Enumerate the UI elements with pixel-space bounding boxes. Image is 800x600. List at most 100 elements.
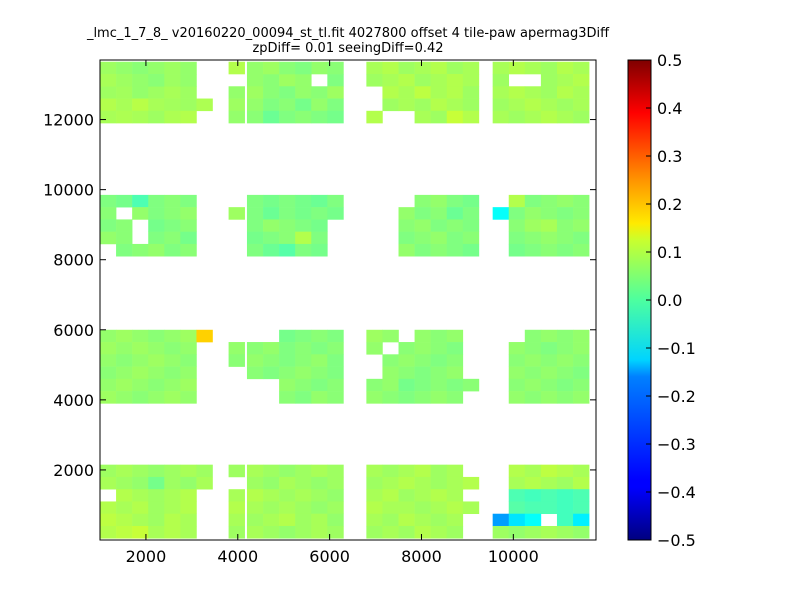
heatmap-cell	[398, 513, 415, 527]
heatmap-cell	[430, 329, 448, 343]
heatmap-cell	[196, 329, 213, 343]
heatmap-cell	[263, 525, 280, 539]
heatmap-cell	[263, 243, 280, 257]
heatmap-cell	[556, 61, 574, 75]
heatmap-cell	[556, 110, 574, 124]
heatmap-cell	[279, 525, 296, 539]
heatmap-cell	[246, 98, 264, 112]
heatmap-cell	[430, 219, 448, 232]
heatmap-cell	[180, 525, 197, 539]
heatmap-cell	[398, 243, 415, 257]
heatmap-cell	[414, 366, 431, 380]
heatmap-cell	[295, 110, 312, 124]
heatmap-cell	[164, 354, 181, 367]
heatmap-cell	[246, 61, 264, 75]
heatmap-cell	[462, 74, 480, 87]
heatmap-cell	[556, 489, 574, 502]
heatmap-cell	[116, 194, 133, 208]
colorbar-tick-label: −0.4	[657, 483, 696, 502]
heatmap-cell	[311, 110, 328, 124]
heatmap-cell	[100, 110, 117, 124]
heatmap-cell	[295, 243, 312, 257]
heatmap-cell	[524, 378, 542, 392]
heatmap-cell	[573, 342, 590, 355]
heatmap-cell	[430, 378, 448, 392]
heatmap-cell	[311, 378, 328, 392]
heatmap-cell	[366, 391, 383, 404]
heatmap-cell	[295, 61, 312, 75]
heatmap-cell	[100, 501, 117, 515]
heatmap-cell	[446, 391, 464, 404]
heatmap-cell	[100, 513, 117, 527]
heatmap-cell	[132, 74, 149, 87]
heatmap-cell	[100, 525, 117, 539]
heatmap-cell	[462, 231, 480, 245]
heatmap-cell	[524, 391, 542, 404]
heatmap-cell	[311, 366, 328, 380]
heatmap-cell	[446, 366, 464, 380]
chart-subtitle: zpDiff= 0.01 seeingDiff=0.42	[252, 41, 443, 56]
heatmap-cell	[246, 243, 264, 257]
heatmap-cell	[295, 194, 312, 208]
heatmap-cell	[366, 74, 383, 87]
heatmap-cell	[462, 110, 480, 124]
heatmap-cell	[430, 86, 448, 99]
heatmap-cell	[540, 342, 558, 355]
heatmap-cell	[164, 74, 181, 87]
heatmap-cell	[100, 207, 117, 220]
heatmap-cell	[430, 501, 448, 515]
heatmap-cell	[524, 501, 542, 515]
heatmap-cell	[573, 354, 590, 367]
heatmap-cell	[295, 74, 312, 87]
heatmap-cell	[430, 61, 448, 75]
heatmap-cell	[398, 98, 415, 112]
colorbar-tick-label: 0.3	[657, 147, 682, 166]
heatmap-cell	[430, 476, 448, 490]
heatmap-cell	[164, 61, 181, 75]
heatmap-cell	[492, 86, 510, 99]
heatmap-cell	[446, 231, 464, 245]
heatmap-cell	[430, 391, 448, 404]
heatmap-cell	[100, 354, 117, 367]
heatmap-cell	[180, 378, 197, 392]
heatmap-cell	[100, 464, 117, 478]
heatmap-cell	[132, 513, 149, 527]
heatmap-cell	[556, 366, 574, 380]
heatmap-cell	[116, 366, 133, 380]
heatmap-cell	[311, 98, 328, 112]
heatmap-cell	[263, 354, 280, 367]
heatmap-cell	[382, 391, 399, 404]
heatmap-cell	[327, 61, 344, 75]
heatmap-cell	[430, 354, 448, 367]
heatmap-cell	[366, 342, 383, 355]
heatmap-cell	[148, 329, 165, 343]
heatmap-cell	[180, 74, 197, 87]
heatmap-cell	[311, 329, 328, 343]
heatmap-cell	[228, 86, 245, 99]
heatmap-cell	[279, 61, 296, 75]
heatmap-cell	[116, 464, 133, 478]
heatmap-cell	[327, 513, 344, 527]
heatmap-cell	[295, 525, 312, 539]
heatmap-cell	[295, 231, 312, 245]
heatmap-cell	[446, 464, 464, 478]
heatmap-cell	[279, 219, 296, 232]
heatmap-cell	[263, 86, 280, 99]
heatmap-cell	[540, 464, 558, 478]
heatmap-cell	[263, 231, 280, 245]
heatmap-cell	[295, 207, 312, 220]
heatmap-cell	[446, 513, 464, 527]
heatmap-cell	[556, 86, 574, 99]
heatmap-cell	[327, 86, 344, 99]
heatmap-cell	[573, 378, 590, 392]
heatmap-cell	[148, 110, 165, 124]
heatmap-cell	[414, 354, 431, 367]
heatmap-cell	[100, 342, 117, 355]
heatmap-cell	[540, 391, 558, 404]
heatmap-cell	[148, 366, 165, 380]
heatmap-cell	[414, 243, 431, 257]
heatmap-cell	[508, 501, 526, 515]
heatmap-cell	[327, 489, 344, 502]
heatmap-cell	[556, 501, 574, 515]
heatmap-cell	[414, 207, 431, 220]
